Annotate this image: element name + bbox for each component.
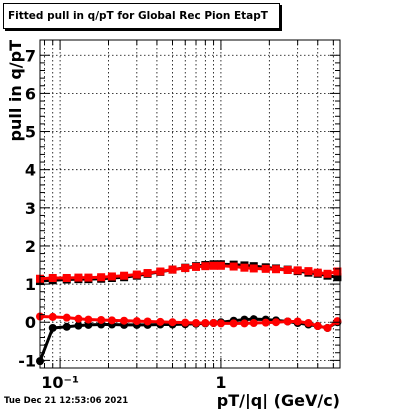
data-point [156,267,165,276]
data-point [240,319,249,328]
data-point [283,317,292,326]
data-point [293,266,302,275]
data-point [201,318,210,327]
data-point [132,317,141,326]
data-point [333,273,342,282]
data-point [48,312,57,321]
data-point [249,318,258,327]
data-point [62,313,71,322]
data-point [201,262,210,271]
data-point [97,273,106,282]
plot-frame [39,39,341,369]
data-point [107,316,116,325]
data-point [229,262,238,271]
data-point [168,318,177,327]
data-point [304,318,313,327]
data-point [293,317,302,326]
data-point [74,273,83,282]
timestamp: Tue Dec 21 12:53:06 2021 [4,396,129,406]
y-tick-label: 0 [25,313,36,332]
data-point [192,318,201,327]
y-tick-label: 3 [25,199,36,218]
data-point [271,318,280,327]
axis-ticks [40,40,340,368]
data-point [181,318,190,327]
data-point [304,267,313,276]
data-point [333,317,342,326]
x-axis-label: pT/|q| (GeV/c) [217,391,340,409]
data-point [209,318,218,327]
data-point [120,271,129,280]
data-point [48,323,57,332]
y-tick-label: 1 [25,275,36,294]
y-tick-label: 6 [25,84,36,103]
y-tick-label: 4 [25,161,36,180]
data-point [261,264,270,273]
data-marks [36,260,342,366]
data-point [62,273,71,282]
data-point [313,322,322,331]
data-point [209,261,218,270]
series-3 [36,312,342,332]
data-point [192,262,201,271]
data-point [216,319,225,328]
data-point [216,261,225,270]
data-point [156,317,165,326]
data-point [333,267,342,276]
x-tick-label: 10⁻¹ [41,373,79,392]
data-point [62,322,71,331]
data-point [181,264,190,273]
y-tick-label: 5 [25,123,36,142]
y-tick-label: -1 [18,351,36,370]
data-point [120,316,129,325]
data-point [261,318,270,327]
data-point [74,314,83,323]
data-point [271,265,280,274]
data-point [313,268,322,277]
data-point [97,315,106,324]
data-point [84,273,93,282]
data-point [74,321,83,330]
data-point [249,264,258,273]
data-point [323,269,332,278]
data-point [323,323,332,332]
data-point [143,317,152,326]
y-axis-label: pull in q/pT [6,40,25,142]
series-line [39,315,339,330]
data-point [229,319,238,328]
y-tick-label: 2 [25,237,36,256]
data-point [132,270,141,279]
chart-title: Fitted pull in q/pT for Global Rec Pion … [3,3,280,29]
series-line [39,264,338,281]
y-tick-label: 7 [25,46,36,65]
data-point [168,265,177,274]
data-point [107,272,116,281]
data-point [283,265,292,274]
tick-labels: -1 0 1 2 3 4 5 6 7 10⁻¹ 1 [18,46,226,392]
data-point [48,273,57,282]
data-point [143,269,152,278]
data-point [84,315,93,324]
x-tick-label: 1 [215,373,226,392]
series-1 [36,261,342,283]
data-point [240,263,249,272]
